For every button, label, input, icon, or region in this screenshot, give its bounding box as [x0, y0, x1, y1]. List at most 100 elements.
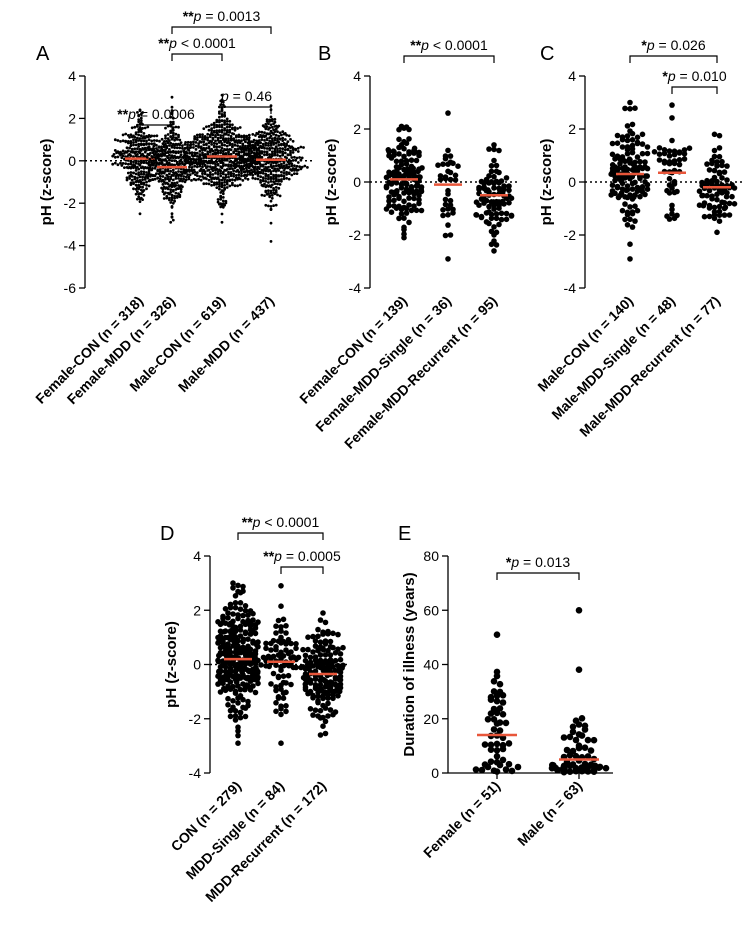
data-point: [265, 192, 269, 196]
data-point: [273, 125, 277, 128]
data-point: [273, 153, 277, 157]
data-point: [408, 157, 415, 163]
data-point: [274, 173, 278, 177]
data-point: [252, 625, 259, 631]
data-point: [228, 128, 232, 132]
data-point: [280, 662, 287, 669]
data-point: [139, 149, 143, 152]
data-point: [481, 200, 487, 206]
data-point: [493, 709, 501, 717]
data-point: [215, 160, 219, 164]
data-point: [198, 169, 202, 173]
data-point: [584, 768, 592, 775]
significance-bracket: [171, 26, 272, 34]
data-point: [241, 179, 245, 182]
data-point: [242, 603, 249, 609]
data-point: [283, 145, 287, 149]
data-point: [136, 147, 139, 151]
data-point: [227, 172, 230, 176]
data-point: [198, 135, 202, 139]
data-point: [493, 631, 501, 638]
data-point: [288, 655, 294, 661]
data-point: [281, 130, 285, 134]
data-point: [184, 178, 188, 182]
data-point: [155, 172, 158, 176]
data-point: [138, 200, 142, 204]
data-point: [450, 160, 456, 167]
data-point: [229, 134, 233, 138]
data-point: [269, 208, 273, 212]
data-point: [184, 141, 188, 144]
data-point: [218, 145, 221, 149]
data-point: [128, 175, 132, 178]
data-point: [113, 161, 117, 165]
data-point: [493, 692, 501, 700]
data-point: [219, 195, 223, 199]
data-point: [212, 145, 216, 149]
data-point: [496, 169, 502, 176]
data-point: [170, 159, 174, 163]
data-point: [666, 175, 673, 182]
data-point: [128, 135, 132, 139]
data-point: [721, 200, 728, 206]
data-point: [269, 170, 273, 174]
data-point: [267, 142, 270, 145]
data-point: [246, 173, 250, 176]
data-point: [581, 726, 589, 733]
data-point: [263, 125, 266, 129]
data-point: [270, 150, 274, 154]
data-point: [214, 148, 217, 152]
data-point: [624, 137, 631, 144]
data-point: [231, 142, 234, 146]
data-point: [317, 685, 324, 692]
data-point: [171, 131, 175, 135]
data-point: [255, 152, 259, 156]
data-point: [322, 652, 329, 658]
data-point: [178, 179, 182, 183]
data-point: [169, 120, 173, 124]
data-point: [274, 203, 278, 207]
data-point: [322, 705, 329, 711]
data-point: [716, 153, 723, 160]
data-point: [386, 148, 392, 155]
data-point: [170, 212, 174, 216]
data-point: [227, 707, 234, 714]
data-point: [478, 766, 486, 774]
data-point: [267, 144, 270, 147]
data-point: [280, 170, 283, 174]
data-point: [245, 134, 249, 138]
data-point: [487, 696, 495, 703]
data-point: [149, 135, 152, 139]
data-point: [696, 202, 703, 208]
data-point: [156, 156, 160, 160]
data-point: [584, 736, 592, 744]
data-point: [223, 140, 227, 144]
data-point: [293, 164, 296, 168]
data-point: [291, 139, 295, 143]
data-point: [275, 674, 282, 681]
data-point: [237, 627, 244, 633]
data-point: [299, 158, 303, 162]
data-point: [282, 177, 286, 181]
data-point: [139, 154, 143, 157]
data-point: [273, 149, 277, 153]
data-point: [264, 174, 268, 178]
data-point: [205, 182, 208, 186]
data-point: [170, 154, 174, 158]
data-point: [411, 195, 417, 202]
data-point: [276, 147, 279, 151]
data-point: [325, 713, 331, 719]
data-point: [207, 124, 211, 128]
data-point: [157, 158, 161, 162]
data-point: [590, 768, 598, 775]
data-point: [320, 645, 326, 652]
data-point: [418, 188, 425, 195]
y-tick-label: -4: [564, 280, 577, 296]
y-tick-label: 4: [353, 68, 361, 84]
data-point: [227, 165, 230, 168]
data-point: [609, 165, 616, 172]
data-point: [181, 185, 184, 189]
data-point: [644, 144, 651, 150]
data-point: [215, 182, 219, 186]
